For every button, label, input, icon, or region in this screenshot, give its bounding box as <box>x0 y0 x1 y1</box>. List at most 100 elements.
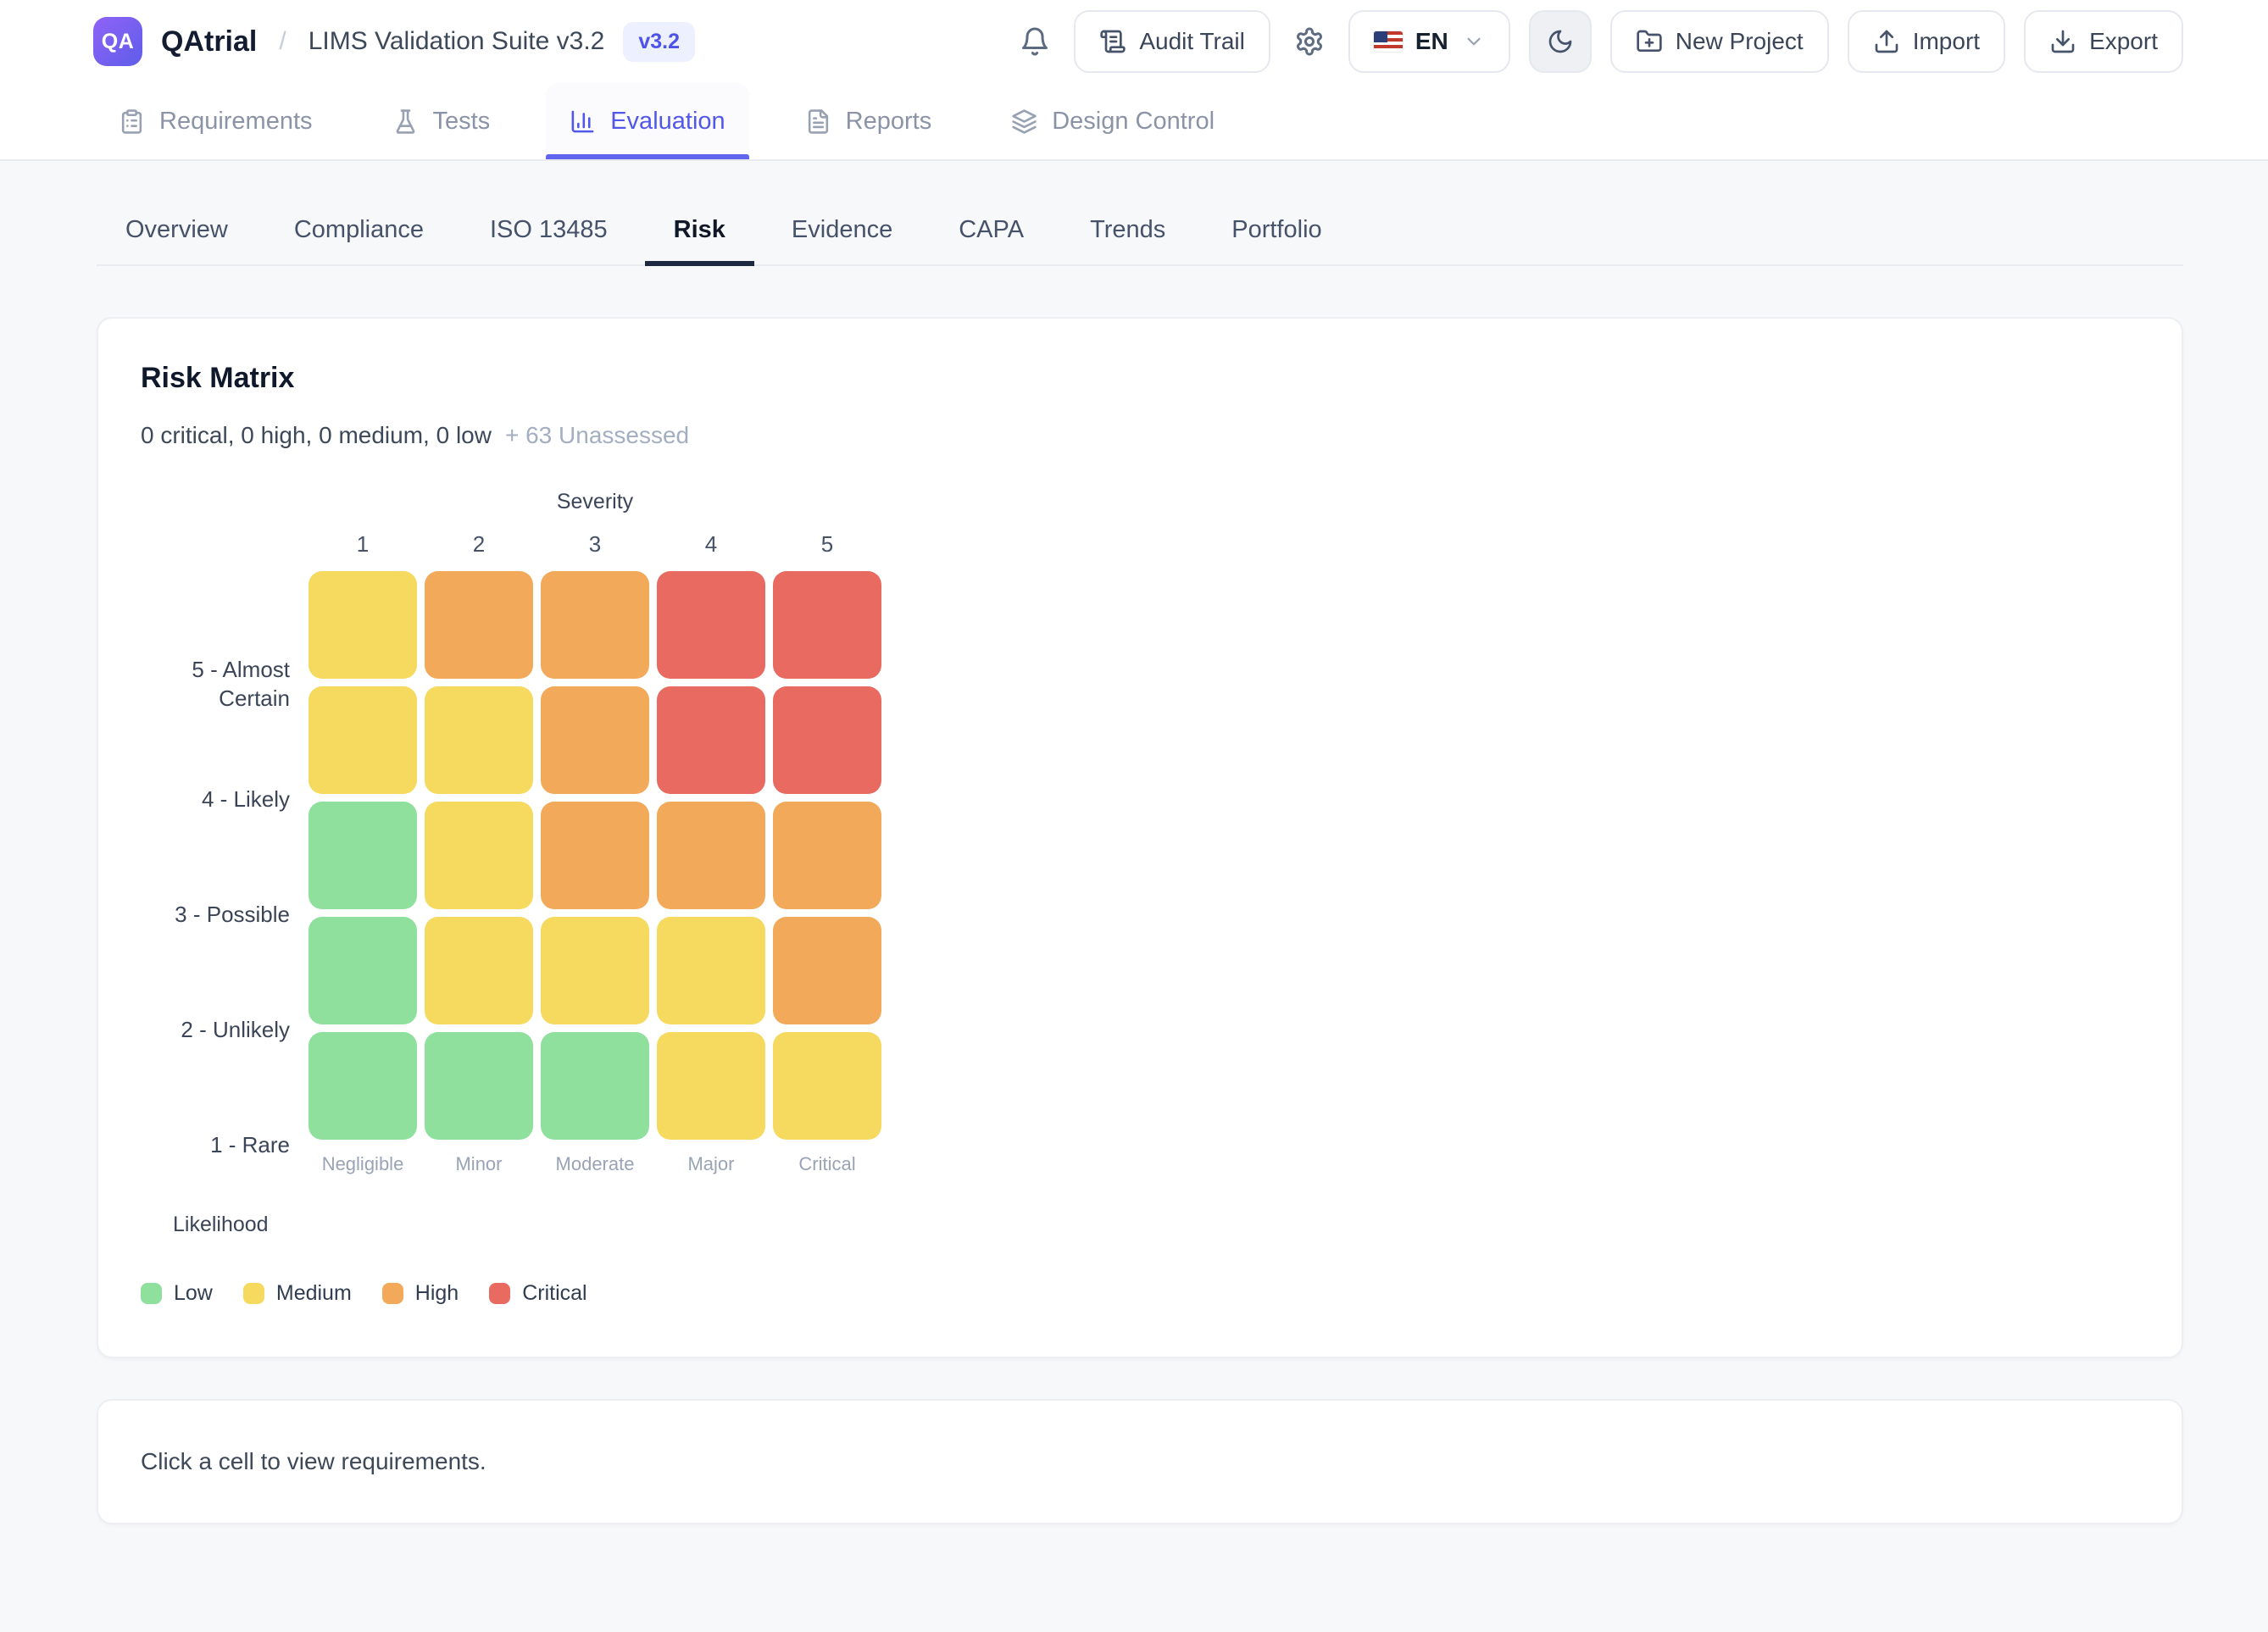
likelihood-label-2: 2 - Unlikely <box>181 1017 290 1042</box>
risk-cell-likelihood5-severity1[interactable] <box>309 571 417 679</box>
subtab-compliance[interactable]: Compliance <box>293 215 424 243</box>
severity-number: 5 <box>820 531 834 557</box>
severity-column-names: Negligible Minor Moderate Major Critical <box>309 1153 2139 1175</box>
settings-button[interactable] <box>1289 21 1330 62</box>
moon-icon <box>1547 28 1574 55</box>
subtab-evidence[interactable]: Evidence <box>791 215 893 243</box>
risk-unassessed-count[interactable]: + 63 Unassessed <box>504 422 690 448</box>
risk-cell-likelihood2-severity3[interactable] <box>541 917 649 1024</box>
matrix-grid <box>309 571 2139 1140</box>
subtab-trends[interactable]: Trends <box>1090 215 1166 243</box>
legend-swatch-critical <box>489 1283 511 1304</box>
subtab-overview[interactable]: Overview <box>125 215 228 243</box>
main-nav: Requirements Tests Evaluation Reports Design… <box>0 83 2268 161</box>
risk-cell-likelihood5-severity3[interactable] <box>541 571 649 679</box>
nav-tab-label: Tests <box>432 107 491 135</box>
clipboard-icon <box>119 108 145 135</box>
audit-trail-button[interactable]: Audit Trail <box>1074 10 1270 73</box>
matrix-grid-wrap: 5 - Almost Certain 4 - Likely 3 - Possible… <box>141 571 2139 1157</box>
risk-cell-likelihood1-severity5[interactable] <box>773 1032 881 1140</box>
risk-cell-likelihood1-severity3[interactable] <box>541 1032 649 1140</box>
risk-cell-likelihood2-severity2[interactable] <box>425 917 533 1024</box>
legend-swatch-high <box>381 1283 403 1304</box>
severity-name: Moderate <box>555 1153 635 1174</box>
risk-cell-likelihood4-severity1[interactable] <box>309 686 417 794</box>
legend-item-critical: Critical <box>489 1281 587 1306</box>
risk-cell-likelihood1-severity2[interactable] <box>425 1032 533 1140</box>
nav-tab-label: Evaluation <box>610 107 725 135</box>
risk-cell-likelihood1-severity1[interactable] <box>309 1032 417 1140</box>
import-label: Import <box>1912 28 1981 54</box>
legend-item-high: High <box>381 1281 459 1306</box>
severity-name: Critical <box>798 1153 856 1174</box>
severity-number: 3 <box>588 531 602 557</box>
scroll-icon <box>1099 28 1126 55</box>
severity-axis-label: Severity <box>556 490 634 513</box>
nav-tab-design-control[interactable]: Design Control <box>987 83 1238 159</box>
risk-cell-likelihood3-severity2[interactable] <box>425 802 533 909</box>
risk-cell-likelihood2-severity1[interactable] <box>309 917 417 1024</box>
us-flag-icon <box>1373 31 1403 52</box>
flask-icon <box>392 108 419 135</box>
detail-placeholder-text: Click a cell to view requirements. <box>141 1448 486 1474</box>
app-header: QA QAtrial / LIMS Validation Suite v3.2 … <box>0 0 2268 161</box>
risk-cell-likelihood4-severity3[interactable] <box>541 686 649 794</box>
severity-name: Negligible <box>321 1153 404 1174</box>
import-button[interactable]: Import <box>1847 10 2006 73</box>
risk-cell-likelihood4-severity2[interactable] <box>425 686 533 794</box>
risk-cell-likelihood1-severity4[interactable] <box>657 1032 765 1140</box>
risk-cell-likelihood3-severity5[interactable] <box>773 802 881 909</box>
brand-name: QAtrial <box>161 25 258 58</box>
language-button[interactable]: EN <box>1348 10 1510 73</box>
theme-toggle-button[interactable] <box>1528 10 1592 73</box>
risk-cell-likelihood3-severity1[interactable] <box>309 802 417 909</box>
risk-matrix-title: Risk Matrix <box>141 362 295 394</box>
risk-cell-likelihood4-severity4[interactable] <box>657 686 765 794</box>
audit-trail-label: Audit Trail <box>1139 28 1245 54</box>
nav-tab-label: Reports <box>845 107 932 135</box>
layers-icon <box>1011 108 1037 135</box>
risk-cell-likelihood3-severity3[interactable] <box>541 802 649 909</box>
risk-summary-counts: 0 critical, 0 high, 0 medium, 0 low <box>141 422 492 448</box>
version-badge: v3.2 <box>623 21 696 62</box>
new-project-button[interactable]: New Project <box>1609 10 1829 73</box>
file-text-icon <box>805 108 831 135</box>
legend-swatch-low <box>141 1283 162 1304</box>
bell-icon <box>1020 26 1050 57</box>
risk-cell-likelihood5-severity4[interactable] <box>657 571 765 679</box>
nav-tab-tests[interactable]: Tests <box>369 83 514 159</box>
subtab-portfolio[interactable]: Portfolio <box>1231 215 1322 243</box>
subtab-iso-13485[interactable]: ISO 13485 <box>490 215 608 243</box>
risk-cell-likelihood2-severity5[interactable] <box>773 917 881 1024</box>
detail-panel: Click a cell to view requirements. <box>97 1399 2183 1524</box>
export-button[interactable]: Export <box>2024 10 2183 73</box>
nav-tab-label: Design Control <box>1052 107 1215 135</box>
severity-name: Major <box>687 1153 735 1174</box>
upload-icon <box>1873 28 1900 55</box>
risk-cell-likelihood3-severity4[interactable] <box>657 802 765 909</box>
legend-label: Low <box>174 1281 213 1305</box>
breadcrumb-separator: / <box>279 27 286 55</box>
nav-tab-requirements[interactable]: Requirements <box>95 83 336 159</box>
nav-tab-reports[interactable]: Reports <box>781 83 956 159</box>
risk-cell-likelihood4-severity5[interactable] <box>773 686 881 794</box>
nav-tab-evaluation[interactable]: Evaluation <box>546 83 750 159</box>
risk-cell-likelihood5-severity2[interactable] <box>425 571 533 679</box>
likelihood-label-4: 4 - Likely <box>201 786 290 812</box>
risk-matrix: Severity 1 2 3 4 5 5 - Almost Certain 4 - Lik… <box>141 490 2139 1306</box>
likelihood-label-3: 3 - Possible <box>175 902 290 927</box>
risk-cell-likelihood2-severity4[interactable] <box>657 917 765 1024</box>
legend-item-low: Low <box>141 1281 213 1306</box>
gear-icon <box>1294 26 1325 57</box>
risk-summary: 0 critical, 0 high, 0 medium, 0 low + 63… <box>141 422 2139 449</box>
language-label: EN <box>1415 28 1448 54</box>
severity-number: 2 <box>472 531 486 557</box>
notifications-button[interactable] <box>1014 21 1055 62</box>
header-actions: Audit Trail EN New Project Import Export <box>1014 10 2183 73</box>
legend-swatch-medium <box>242 1283 264 1304</box>
severity-column-numbers: 1 2 3 4 5 <box>309 531 2139 558</box>
export-label: Export <box>2089 28 2158 54</box>
subtab-capa[interactable]: CAPA <box>959 215 1025 243</box>
subtab-risk[interactable]: Risk <box>644 195 755 266</box>
risk-cell-likelihood5-severity5[interactable] <box>773 571 881 679</box>
